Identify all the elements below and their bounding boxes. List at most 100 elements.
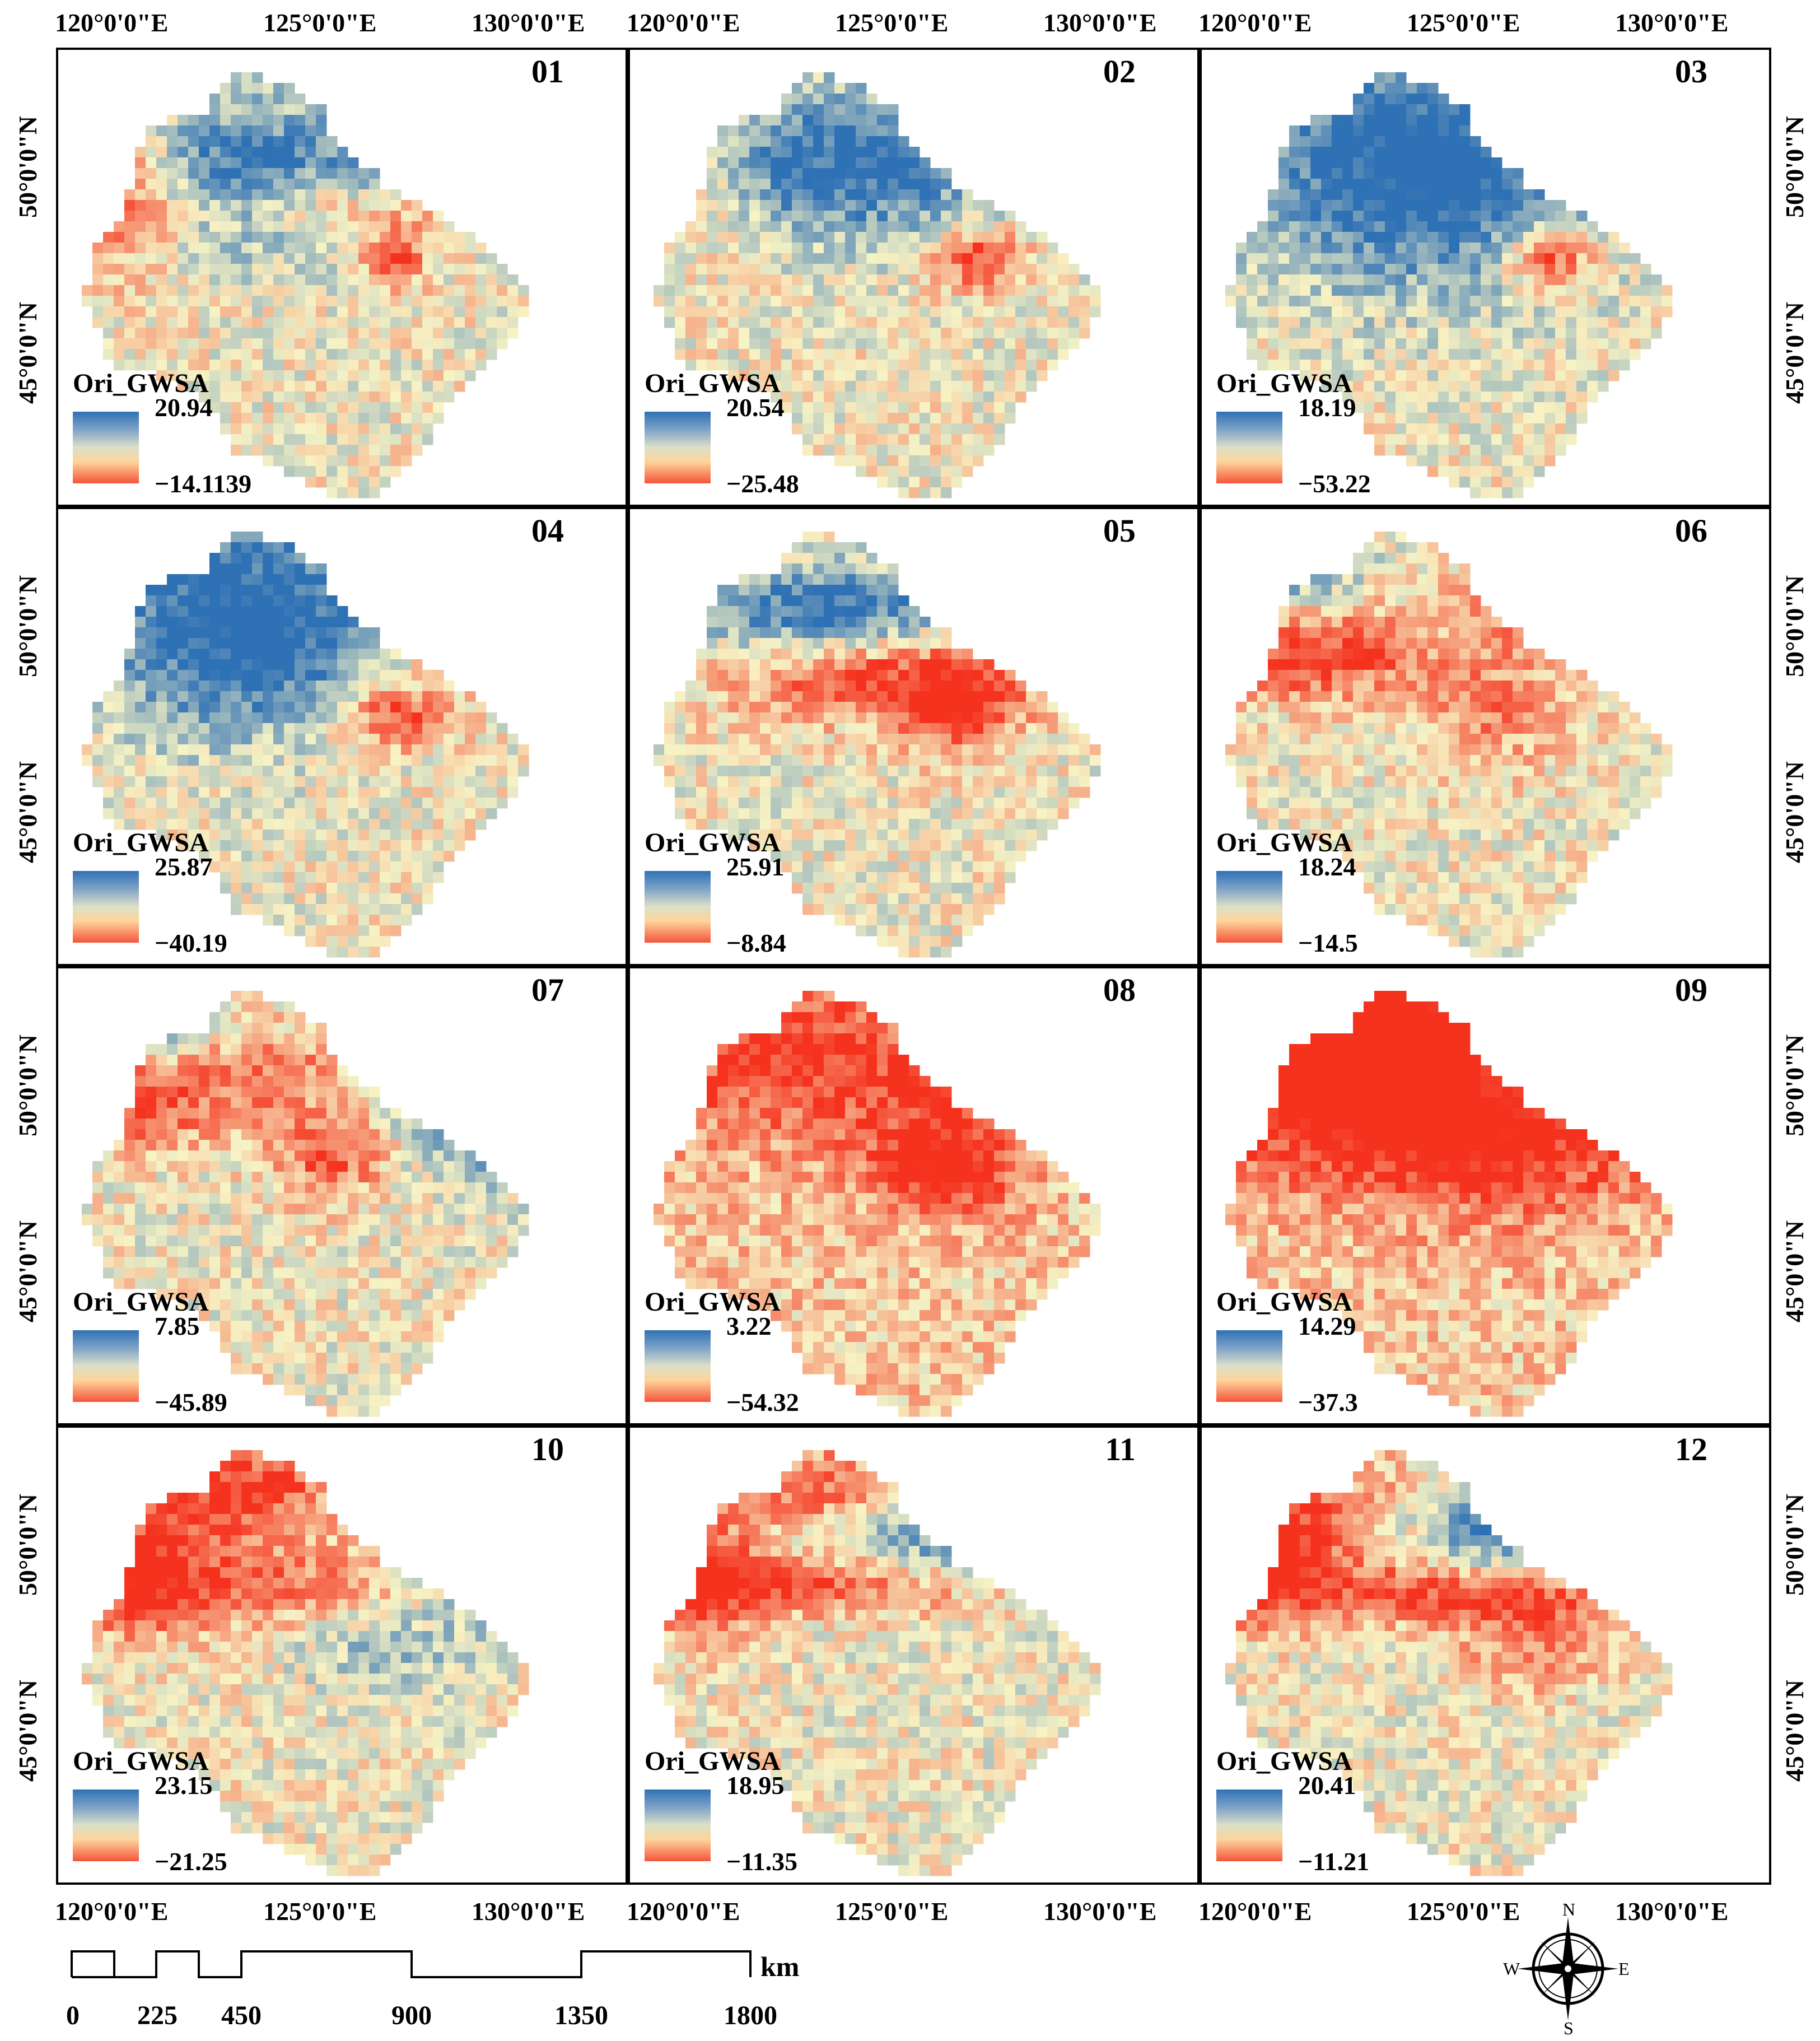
raster-cell <box>497 755 508 766</box>
raster-cell <box>390 723 402 734</box>
raster-cell <box>1396 264 1407 275</box>
raster-cell <box>909 487 920 498</box>
raster-cell <box>1459 328 1471 339</box>
raster-cell <box>941 434 952 445</box>
raster-cell <box>380 872 391 883</box>
raster-cell <box>220 627 231 639</box>
raster-cell <box>454 381 465 392</box>
raster-cell <box>220 125 231 137</box>
raster-cell <box>834 179 846 190</box>
raster-cell <box>1310 147 1322 158</box>
raster-cell <box>454 296 465 307</box>
raster-cell <box>326 883 338 894</box>
raster-cell <box>1332 349 1343 360</box>
raster-cell <box>167 232 178 243</box>
raster-cell <box>369 712 380 724</box>
raster-cell <box>1396 147 1407 158</box>
raster-cell <box>1396 211 1407 222</box>
raster-cell <box>401 744 412 756</box>
raster-cell <box>824 115 835 126</box>
raster-cell <box>390 264 402 275</box>
raster-cell <box>813 617 824 628</box>
raster-cell <box>760 744 771 756</box>
raster-cell <box>1523 338 1534 350</box>
raster-cell <box>146 306 157 318</box>
raster-cell <box>390 285 402 296</box>
raster-cell <box>1544 392 1556 403</box>
raster-cell <box>369 670 380 681</box>
raster-cell <box>1640 338 1651 350</box>
raster-cell <box>220 861 231 873</box>
raster-cell <box>220 659 231 670</box>
raster-cell <box>305 317 316 328</box>
raster-cell <box>103 232 114 243</box>
raster-cell <box>209 392 221 403</box>
raster-cell <box>1491 360 1502 371</box>
raster-cell <box>326 349 338 360</box>
raster-cell <box>1385 264 1396 275</box>
raster-cell <box>475 253 487 264</box>
raster-cell <box>941 734 952 745</box>
raster-cell <box>252 211 263 222</box>
raster-cell <box>845 455 856 467</box>
raster-cell <box>1332 125 1343 137</box>
raster-cell <box>1481 264 1492 275</box>
raster-cell <box>1058 274 1069 286</box>
raster-cell <box>1566 423 1577 435</box>
raster-cell <box>771 168 782 179</box>
raster-cell <box>813 744 824 756</box>
raster-cell <box>295 872 306 883</box>
raster-cell <box>866 392 878 403</box>
raster-cell <box>412 317 423 328</box>
raster-cell <box>717 670 729 681</box>
raster-cell <box>114 338 125 350</box>
raster-cell <box>284 285 295 296</box>
raster-cell <box>188 798 199 809</box>
raster-cell <box>1608 232 1620 243</box>
raster-cell <box>877 381 888 392</box>
raster-cell <box>358 681 370 692</box>
raster-cell <box>1491 392 1502 403</box>
raster-cell <box>433 413 444 424</box>
raster-cell <box>305 285 316 296</box>
raster-cell <box>781 830 792 841</box>
raster-cell <box>685 766 697 777</box>
raster-cell <box>401 370 412 381</box>
raster-cell <box>337 691 348 702</box>
raster-cell <box>369 360 380 371</box>
raster-cell <box>401 808 412 819</box>
raster-cell <box>114 702 125 713</box>
raster-cell <box>1090 766 1101 777</box>
raster-cell <box>444 819 455 830</box>
raster-cell <box>973 349 984 360</box>
raster-cell <box>305 915 316 926</box>
raster-cell <box>1374 264 1385 275</box>
raster-cell <box>1364 317 1375 328</box>
raster-cell <box>930 402 941 413</box>
raster-cell <box>994 798 1005 809</box>
raster-cell <box>209 189 221 201</box>
raster-cell <box>156 168 167 179</box>
raster-cell <box>1005 381 1016 392</box>
raster-cell <box>1332 136 1343 147</box>
raster-cell <box>707 712 718 724</box>
raster-cell <box>771 274 782 286</box>
raster-cell <box>973 712 984 724</box>
raster-cell <box>114 819 125 830</box>
raster-cell <box>771 755 782 766</box>
raster-cell <box>1005 285 1016 296</box>
raster-cell <box>1278 349 1290 360</box>
raster-cell <box>220 755 231 766</box>
raster-cell <box>983 338 995 350</box>
raster-cell <box>231 670 242 681</box>
raster-cell <box>877 338 888 350</box>
raster-cell <box>156 232 167 243</box>
raster-cell <box>983 445 995 456</box>
raster-cell <box>135 808 146 819</box>
raster-cell <box>1058 766 1069 777</box>
raster-cell <box>507 296 519 307</box>
raster-cell <box>358 861 370 873</box>
raster-cell <box>951 274 963 286</box>
raster-cell <box>1321 125 1332 137</box>
raster-cell <box>781 659 792 670</box>
